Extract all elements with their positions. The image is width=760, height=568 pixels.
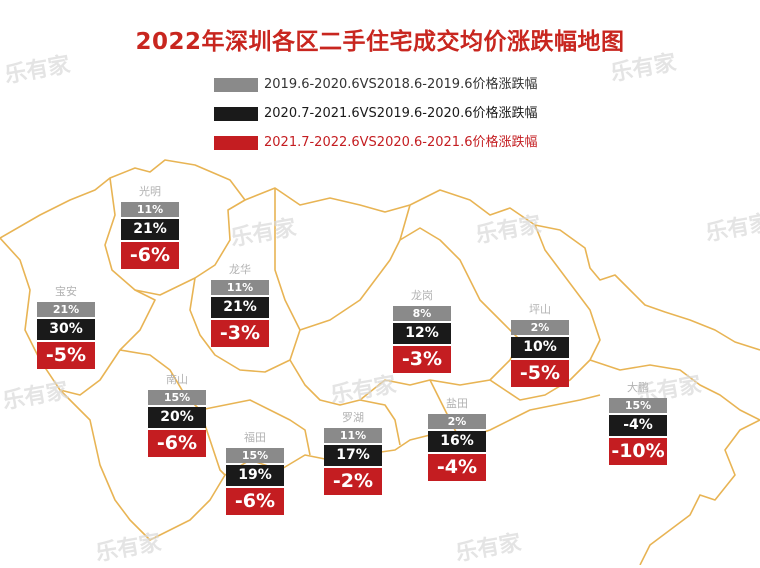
legend-item: 2021.7-2022.6VS2020.6-2021.6价格涨跌幅 — [214, 133, 634, 153]
legend-swatch-red — [214, 136, 258, 150]
legend-item: 2020.7-2021.6VS2019.6-2020.6价格涨跌幅 — [214, 104, 634, 124]
district-name: 罗湖 — [342, 411, 364, 424]
change-2019-2020: 2% — [511, 320, 569, 335]
change-2020-2021: 16% — [428, 431, 486, 452]
legend-swatch-gray — [214, 78, 258, 92]
change-2019-2020: 11% — [324, 428, 382, 443]
district-yantian: 盐田 2% 16% -4% — [428, 396, 486, 481]
change-2019-2020: 21% — [37, 302, 95, 317]
change-2019-2020: 11% — [121, 202, 179, 217]
district-name: 宝安 — [55, 285, 77, 298]
southern-coast — [59, 389, 601, 541]
change-2021-2022: -6% — [148, 430, 206, 457]
change-2021-2022: -6% — [121, 242, 179, 269]
change-2019-2020: 2% — [428, 414, 486, 429]
border-dapeng — [589, 359, 760, 421]
change-2020-2021: -4% — [609, 415, 667, 436]
change-2021-2022: -5% — [37, 342, 95, 369]
district-name: 大鹏 — [627, 381, 649, 394]
change-2021-2022: -4% — [428, 454, 486, 481]
change-2020-2021: 20% — [148, 407, 206, 428]
border-luohu — [289, 359, 401, 446]
change-2019-2020: 11% — [211, 280, 269, 295]
district-name: 盐田 — [446, 397, 468, 410]
map-title: 2022年深圳各区二手住宅成交均价涨跌幅地图 — [135, 29, 625, 55]
border-guangming — [104, 177, 246, 296]
change-2021-2022: -3% — [211, 320, 269, 347]
change-2020-2021: 19% — [226, 465, 284, 486]
district-name: 龙华 — [229, 263, 251, 276]
change-2020-2021: 12% — [393, 323, 451, 344]
change-2021-2022: -10% — [609, 438, 667, 465]
change-2020-2021: 17% — [324, 445, 382, 466]
legend-item: 2019.6-2020.6VS2018.6-2019.6价格涨跌幅 — [214, 75, 634, 95]
district-name: 坪山 — [529, 303, 551, 316]
change-2020-2021: 21% — [121, 219, 179, 240]
district-longhua: 龙华 11% 21% -3% — [211, 262, 269, 347]
district-dapeng: 大鹏 15% -4% -10% — [609, 380, 667, 465]
border-baoan — [0, 237, 156, 396]
district-guangming: 光明 11% 21% -6% — [121, 184, 179, 269]
change-2021-2022: -3% — [393, 346, 451, 373]
border-yantian — [429, 379, 461, 441]
district-nanshan: 南山 15% 20% -6% — [148, 372, 206, 457]
change-2021-2022: -2% — [324, 468, 382, 495]
district-name: 南山 — [166, 373, 188, 386]
city-outline — [0, 159, 760, 565]
change-2021-2022: -5% — [511, 360, 569, 387]
change-2019-2020: 15% — [148, 390, 206, 405]
district-baoan: 宝安 21% 30% -5% — [37, 284, 95, 369]
legend-swatch-black — [214, 107, 258, 121]
legend-label: 2021.7-2022.6VS2020.6-2021.6价格涨跌幅 — [264, 135, 538, 150]
border-futian — [199, 399, 311, 456]
change-2019-2020: 15% — [226, 448, 284, 463]
change-2020-2021: 30% — [37, 319, 95, 340]
change-2021-2022: -6% — [226, 488, 284, 515]
change-2020-2021: 21% — [211, 297, 269, 318]
district-name: 福田 — [244, 431, 266, 444]
legend-label: 2019.6-2020.6VS2018.6-2019.6价格涨跌幅 — [264, 77, 538, 92]
legend-label: 2020.7-2021.6VS2019.6-2020.6价格涨跌幅 — [264, 106, 538, 121]
district-luohu: 罗湖 11% 17% -2% — [324, 410, 382, 495]
change-2019-2020: 8% — [393, 306, 451, 321]
district-futian: 福田 15% 19% -6% — [226, 430, 284, 515]
district-longgang: 龙岗 8% 12% -3% — [393, 288, 451, 373]
change-2020-2021: 10% — [511, 337, 569, 358]
district-name: 光明 — [139, 185, 161, 198]
change-2019-2020: 15% — [609, 398, 667, 413]
district-pingshan: 坪山 2% 10% -5% — [511, 302, 569, 387]
border-longhua — [189, 188, 301, 373]
border-pingshan — [489, 224, 601, 401]
district-name: 龙岗 — [411, 289, 433, 302]
